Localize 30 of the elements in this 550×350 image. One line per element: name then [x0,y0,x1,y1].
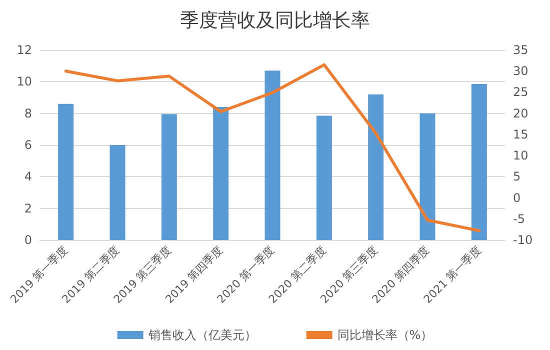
bar [58,104,74,240]
y2-tick-label: 25 [513,85,528,100]
legend-label: 同比增长率（%） [337,328,433,342]
y-tick-label: 0 [24,233,32,247]
bar [161,114,177,240]
chart-title: 季度营收及同比增长率 [180,10,370,32]
legend-label: 销售收入（亿美元） [147,328,256,342]
y2-tick-label: 20 [513,106,528,120]
y2-tick-label: 10 [513,148,528,163]
y-tick-label: 8 [24,106,32,120]
bar [110,145,126,240]
bar [368,94,384,240]
y2-tick-label: 30 [513,64,528,78]
y-tick-label: 4 [24,170,32,184]
y-tick-label: 10 [16,74,32,89]
y2-tick-label: 15 [513,127,528,142]
bar [420,113,436,240]
y2-tick-label: 5 [513,170,521,184]
y2-tick-label: 0 [513,190,521,205]
bar [213,107,229,240]
y-tick-label: 6 [24,138,32,152]
y-tick-label: 2 [24,201,32,216]
bar [471,84,487,240]
line-series [64,63,481,232]
bar [316,116,332,240]
y2-tick-label: -5 [513,212,525,226]
y2-tick-label: -10 [513,233,533,247]
bar [264,70,280,240]
y-tick-label: 12 [16,43,32,57]
y2-tick-label: 35 [513,43,528,57]
